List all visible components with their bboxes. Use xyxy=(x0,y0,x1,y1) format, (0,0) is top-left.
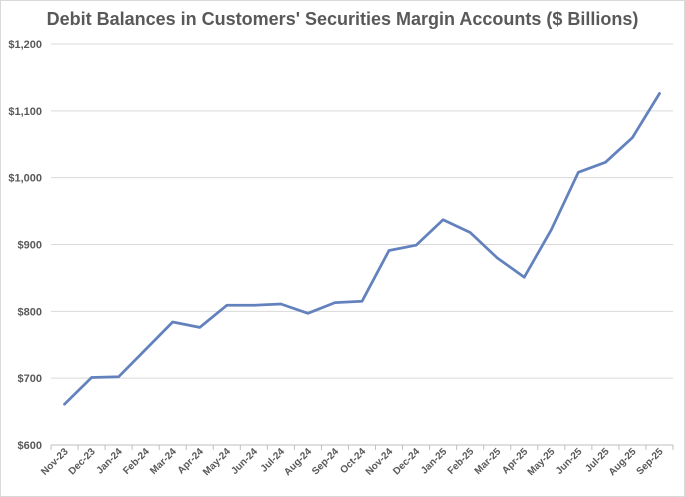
data-point xyxy=(414,243,418,247)
data-point xyxy=(279,302,283,306)
data-point xyxy=(631,136,634,139)
y-tick-label: $900 xyxy=(18,240,42,252)
y-tick-label: $1,200 xyxy=(8,39,42,51)
data-point xyxy=(577,171,580,174)
data-point xyxy=(468,231,472,234)
data-point xyxy=(441,218,445,221)
x-tick-label: Jun-24 xyxy=(229,446,260,477)
x-tick-label: Jan-25 xyxy=(419,446,449,476)
x-tick-label: Feb-25 xyxy=(446,446,477,477)
x-axis-tick-labels: Nov-23Dec-23Jan-24Feb-24Mar-24Apr-24May-… xyxy=(39,446,666,478)
data-point xyxy=(550,228,553,231)
x-tick-label: May-25 xyxy=(526,446,558,478)
data-point xyxy=(171,320,174,324)
data-point xyxy=(90,376,93,379)
y-tick-label: $1,100 xyxy=(8,106,42,118)
x-tick-label: Nov-24 xyxy=(364,446,396,478)
data-point xyxy=(523,276,526,279)
x-tick-label: Dec-23 xyxy=(67,446,98,477)
data-point xyxy=(360,300,364,303)
x-tick-label: Feb-24 xyxy=(121,446,152,477)
x-tick-label: Sep-24 xyxy=(310,446,341,477)
data-point xyxy=(604,161,607,164)
x-tick-label: Mar-25 xyxy=(473,446,504,477)
data-point xyxy=(252,304,256,307)
x-tick-label: Sep-25 xyxy=(635,446,666,477)
data-point xyxy=(496,256,499,260)
series-line xyxy=(63,92,661,406)
data-point xyxy=(198,326,201,329)
x-tick-label: Oct-24 xyxy=(338,446,368,476)
x-tick-label: May-24 xyxy=(201,446,233,478)
x-tick-label: Aug-24 xyxy=(282,446,314,478)
data-point xyxy=(225,304,228,307)
x-tick-label: Nov-23 xyxy=(39,446,71,478)
y-tick-label: $800 xyxy=(18,306,42,318)
x-tick-label: Aug-25 xyxy=(607,446,639,478)
y-axis-tick-labels: $600 $700 $800 $900 $1,000 $1,100 $1,200 xyxy=(8,39,42,452)
x-tick-label: Jan-24 xyxy=(95,446,125,476)
y-tick-label: $600 xyxy=(18,440,42,452)
gridlines xyxy=(51,43,673,379)
data-point xyxy=(306,312,310,315)
x-tick-label: Jun-25 xyxy=(554,446,585,477)
data-point xyxy=(333,301,337,304)
data-point xyxy=(658,92,661,95)
x-tick-label: Mar-24 xyxy=(148,446,179,477)
chart-title: Debit Balances in Customers' Securities … xyxy=(46,9,639,29)
y-tick-label: $1,000 xyxy=(8,173,42,185)
data-point xyxy=(144,348,147,351)
series-layer xyxy=(63,92,661,406)
data-point xyxy=(387,249,391,252)
x-axis xyxy=(50,444,674,450)
data-point xyxy=(117,375,120,379)
y-tick-label: $700 xyxy=(18,373,42,385)
data-point xyxy=(63,403,66,406)
x-tick-label: Dec-24 xyxy=(391,446,422,477)
